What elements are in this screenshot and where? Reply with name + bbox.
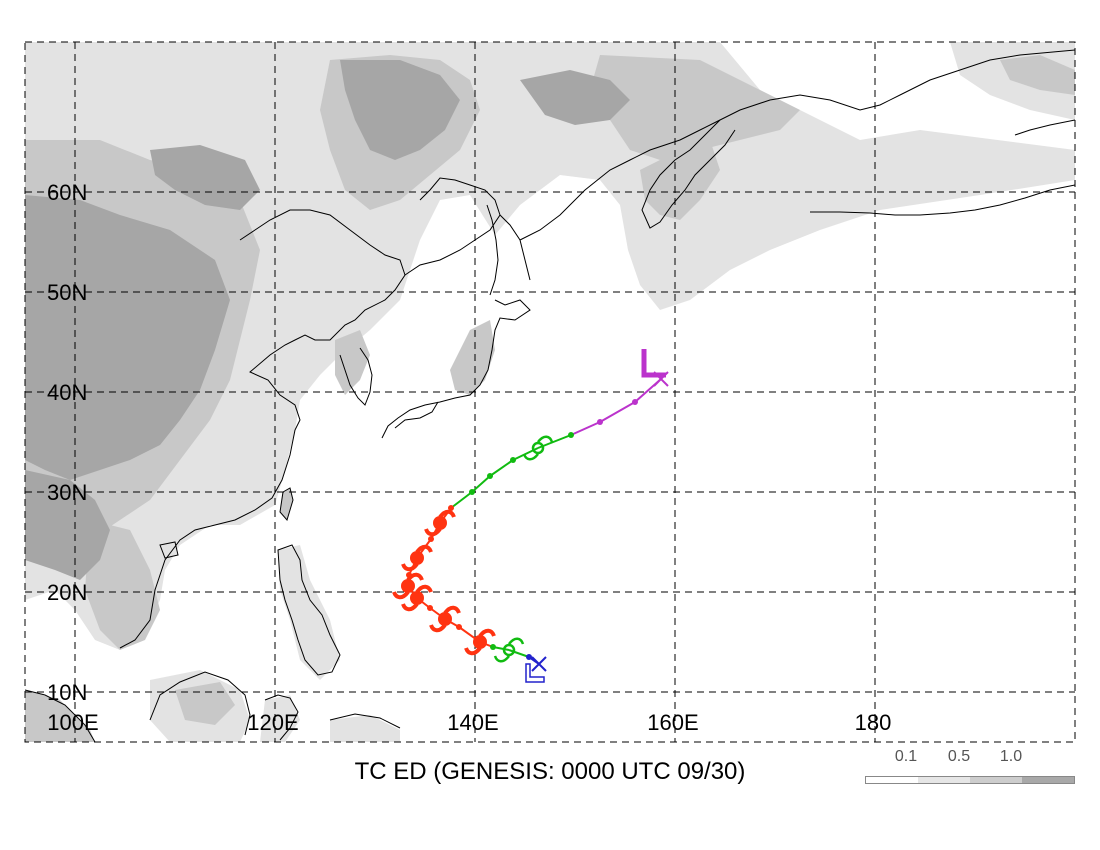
legend-swatch: [1022, 777, 1074, 783]
track-segment: [599, 401, 636, 423]
track-point: [568, 432, 574, 438]
typhoon-symbol: [392, 572, 424, 600]
land-japan-mid: [450, 320, 495, 395]
lat-tick-label: 10N: [47, 680, 87, 705]
terrain-shading: [25, 42, 1075, 742]
land-sumatra: [25, 690, 95, 742]
track-point: [632, 399, 638, 405]
land-seasia-mid: [85, 520, 160, 650]
track-segment: [508, 649, 530, 658]
land-asia-mid-east: [590, 55, 800, 160]
track-point: [526, 654, 532, 660]
typhoon-symbol: [464, 628, 496, 656]
legend-label-high: 1.0: [999, 748, 1023, 765]
typhoon-symbol: [429, 605, 461, 633]
typhoon-symbol: [424, 509, 456, 537]
latitude-labels: 10N 20N 30N 40N 50N 60N: [47, 180, 87, 705]
land-sulawesi: [260, 695, 300, 742]
track-segment: [450, 491, 473, 509]
legend-label-low: 0.1: [894, 748, 918, 765]
coast-hainan: [159, 541, 179, 559]
land-tibet-dark: [25, 195, 230, 480]
track-point: [456, 624, 462, 630]
typhoon-symbol: [401, 544, 433, 572]
coast-japan: [381, 299, 531, 439]
coast-kamchatka: [641, 119, 736, 229]
land-hainan: [160, 542, 178, 558]
land-philippines: [278, 545, 340, 680]
map-frame: [24, 41, 1076, 743]
legend-labels: 0.1 0.5 1.0: [865, 748, 1075, 768]
land-new-guinea: [330, 715, 400, 742]
legend-swatch: [866, 777, 918, 783]
map-title: TC ED (GENESIS: 0000 UTC 09/30): [354, 758, 746, 785]
land-asia-light: [25, 42, 1075, 650]
lat-tick-label: 20N: [47, 580, 87, 605]
track-point: [510, 457, 516, 463]
land-siberia-dark: [340, 60, 460, 160]
coast-sulawesi: [264, 694, 299, 741]
lat-tick-label: 40N: [47, 380, 87, 405]
tropical-storm-symbol: [493, 637, 525, 663]
land-korea-mid: [335, 330, 370, 395]
coast-taiwan: [279, 487, 294, 522]
tropical-storm-symbol: [522, 435, 554, 461]
land-taiwan: [280, 488, 293, 520]
lat-lon-grid: [25, 42, 1075, 742]
track-point: [427, 605, 433, 611]
coast-russia-far-east: [404, 49, 1075, 281]
coast-korea: [339, 347, 373, 406]
terrain-legend: 0.1 0.5 1.0: [865, 748, 1075, 788]
typhoon-track: [392, 349, 669, 683]
low-pressure-marker: [525, 663, 545, 683]
land-indochina-dark: [25, 470, 110, 580]
legend-swatch: [918, 777, 970, 783]
track-point: [448, 505, 454, 511]
lon-tick-label: 100E: [47, 710, 98, 735]
coast-borneo: [149, 671, 251, 736]
lon-tick-label: 140E: [447, 710, 498, 735]
legend-color-bar: [865, 776, 1075, 784]
coast-sakhalin: [486, 204, 499, 296]
lon-tick-label: 160E: [647, 710, 698, 735]
track-point: [428, 536, 434, 542]
track-point: [406, 572, 412, 578]
low-pressure-marker: [641, 349, 666, 378]
coast-asia-mainland: [119, 209, 406, 649]
coast-sumatra: [25, 689, 96, 742]
track-point: [487, 473, 493, 479]
legend-swatch: [970, 777, 1022, 783]
cross-marker: [531, 656, 547, 672]
track-segment: [489, 459, 514, 477]
track-segment: [471, 475, 491, 493]
land-alaska-mid: [1000, 55, 1075, 95]
lat-tick-label: 30N: [47, 480, 87, 505]
track-point: [597, 419, 603, 425]
lon-tick-label: 180: [855, 710, 892, 735]
typhoon-symbol: [401, 584, 433, 612]
coast-philippines: [277, 544, 341, 676]
land-far-east-dark: [520, 70, 630, 125]
coast-new-guinea: [329, 713, 401, 729]
track-segment: [570, 421, 601, 436]
lat-tick-label: 60N: [47, 180, 87, 205]
longitude-labels: 100E 120E 140E 160E 180: [47, 710, 891, 735]
land-kamchatka-mid: [640, 140, 720, 220]
lat-tick-label: 50N: [47, 280, 87, 305]
land-mongolia-dark: [150, 145, 260, 210]
lon-tick-label: 120E: [247, 710, 298, 735]
coastlines: [25, 49, 1075, 742]
track-point: [469, 489, 475, 495]
legend-label-mid: 0.5: [947, 748, 971, 765]
track-point: [490, 644, 496, 650]
coast-alaska: [810, 119, 1075, 216]
land-borneo-mid: [175, 682, 235, 725]
